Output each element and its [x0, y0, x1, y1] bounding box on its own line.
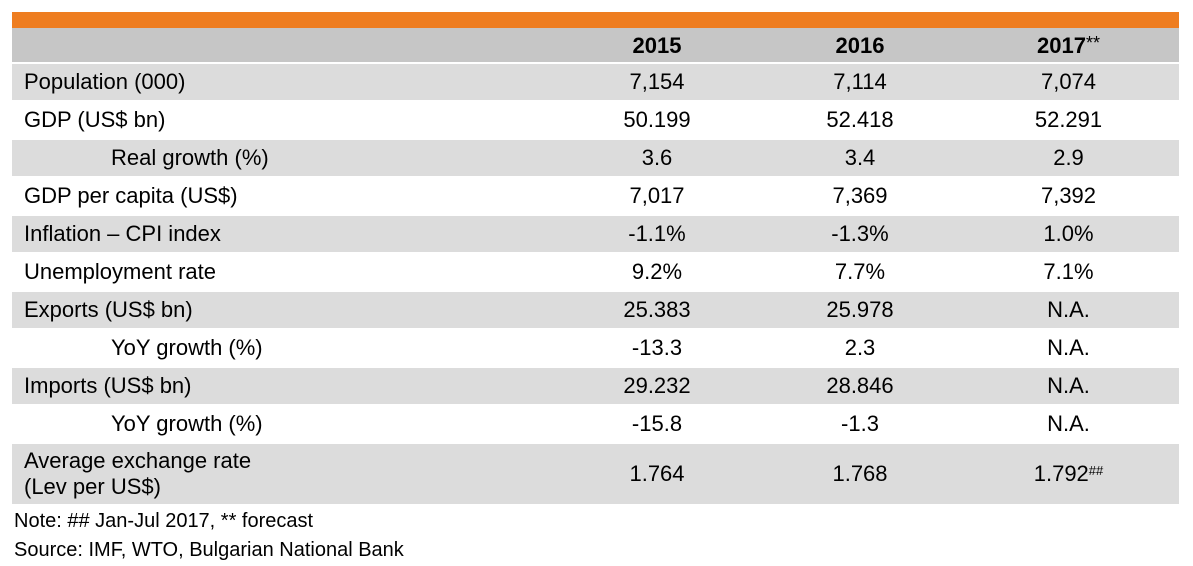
table-row: YoY growth (%) -13.3 2.3 N.A.: [12, 329, 1179, 368]
cell-real-growth-2015: 3.6: [552, 139, 762, 178]
row-label-gdp-per-capita: GDP per capita (US$): [12, 177, 552, 216]
cell-exports-2015: 25.383: [552, 291, 762, 330]
row-label-unemployment: Unemployment rate: [12, 253, 552, 292]
cell-inflation-2017: 1.0%: [958, 215, 1179, 254]
row-label-exchange-rate-line2: (Lev per US$): [24, 474, 161, 499]
header-year-2017: 2017**: [958, 28, 1179, 64]
cell-real-growth-2016: 3.4: [762, 139, 958, 178]
cell-unemployment-2016: 7.7%: [762, 253, 958, 292]
row-label-imports-yoy: YoY growth (%): [12, 405, 552, 444]
forecast-marker: **: [1085, 33, 1100, 53]
cell-exchange-rate-2017-value: 1.792: [1033, 461, 1089, 486]
cell-exchange-rate-2015: 1.764: [552, 443, 762, 506]
row-label-real-growth: Real growth (%): [12, 139, 552, 178]
cell-population-2016: 7,114: [762, 63, 958, 102]
cell-gdp-per-capita-2017: 7,392: [958, 177, 1179, 216]
cell-population-2015: 7,154: [552, 63, 762, 102]
row-label-gdp: GDP (US$ bn): [12, 101, 552, 140]
economic-indicators-table: 2015 2016 2017** Population (000) 7,154 …: [12, 28, 1179, 506]
cell-gdp-2015: 50.199: [552, 101, 762, 140]
cell-gdp-per-capita-2016: 7,369: [762, 177, 958, 216]
cell-imports-2016: 28.846: [762, 367, 958, 406]
row-label-exports: Exports (US$ bn): [12, 291, 552, 330]
cell-gdp-per-capita-2015: 7,017: [552, 177, 762, 216]
cell-inflation-2016: -1.3%: [762, 215, 958, 254]
row-label-population: Population (000): [12, 63, 552, 102]
cell-gdp-2016: 52.418: [762, 101, 958, 140]
cell-exchange-rate-2016: 1.768: [762, 443, 958, 506]
table-row: Real growth (%) 3.6 3.4 2.9: [12, 139, 1179, 178]
cell-inflation-2015: -1.1%: [552, 215, 762, 254]
header-year-2016: 2016: [762, 28, 958, 64]
row-label-exchange-rate: Average exchange rate (Lev per US$): [12, 443, 552, 506]
table-row: Inflation – CPI index -1.1% -1.3% 1.0%: [12, 215, 1179, 254]
cell-gdp-2017: 52.291: [958, 101, 1179, 140]
cell-imports-yoy-2015: -15.8: [552, 405, 762, 444]
table-row: GDP per capita (US$) 7,017 7,369 7,392: [12, 177, 1179, 216]
footnote-marker: ##: [1088, 463, 1104, 478]
header-year-2015: 2015: [552, 28, 762, 64]
row-label-exchange-rate-line1: Average exchange rate: [24, 448, 252, 473]
cell-exports-yoy-2015: -13.3: [552, 329, 762, 368]
cell-imports-yoy-2017: N.A.: [958, 405, 1179, 444]
cell-exports-2016: 25.978: [762, 291, 958, 330]
table-row: Unemployment rate 9.2% 7.7% 7.1%: [12, 253, 1179, 292]
cell-imports-2015: 29.232: [552, 367, 762, 406]
cell-imports-2017: N.A.: [958, 367, 1179, 406]
cell-exports-yoy-2017: N.A.: [958, 329, 1179, 368]
row-label-imports: Imports (US$ bn): [12, 367, 552, 406]
accent-bar: [12, 12, 1179, 28]
table-row: Imports (US$ bn) 29.232 28.846 N.A.: [12, 367, 1179, 406]
cell-real-growth-2017: 2.9: [958, 139, 1179, 178]
table-header-row: 2015 2016 2017**: [12, 28, 1179, 64]
table-row: Average exchange rate (Lev per US$) 1.764…: [12, 443, 1179, 506]
table-notes: Note: ## Jan-Jul 2017, ** forecast Sourc…: [14, 507, 404, 565]
cell-exports-yoy-2016: 2.3: [762, 329, 958, 368]
cell-population-2017: 7,074: [958, 63, 1179, 102]
note-text: Note: ## Jan-Jul 2017, ** forecast: [14, 510, 314, 532]
source-text: Source: IMF, WTO, Bulgarian National Ban…: [14, 539, 404, 561]
cell-unemployment-2017: 7.1%: [958, 253, 1179, 292]
cell-imports-yoy-2016: -1.3: [762, 405, 958, 444]
economic-indicators-table-container: 2015 2016 2017** Population (000) 7,154 …: [12, 12, 1179, 506]
header-empty-cell: [12, 28, 552, 64]
table-row: GDP (US$ bn) 50.199 52.418 52.291: [12, 101, 1179, 140]
cell-unemployment-2015: 9.2%: [552, 253, 762, 292]
header-year-2017-label: 2017: [1037, 33, 1086, 58]
cell-exchange-rate-2017: 1.792##: [958, 443, 1179, 506]
table-row: YoY growth (%) -15.8 -1.3 N.A.: [12, 405, 1179, 444]
table-row: Exports (US$ bn) 25.383 25.978 N.A.: [12, 291, 1179, 330]
table-row: Population (000) 7,154 7,114 7,074: [12, 63, 1179, 102]
row-label-exports-yoy: YoY growth (%): [12, 329, 552, 368]
cell-exports-2017: N.A.: [958, 291, 1179, 330]
row-label-inflation: Inflation – CPI index: [12, 215, 552, 254]
